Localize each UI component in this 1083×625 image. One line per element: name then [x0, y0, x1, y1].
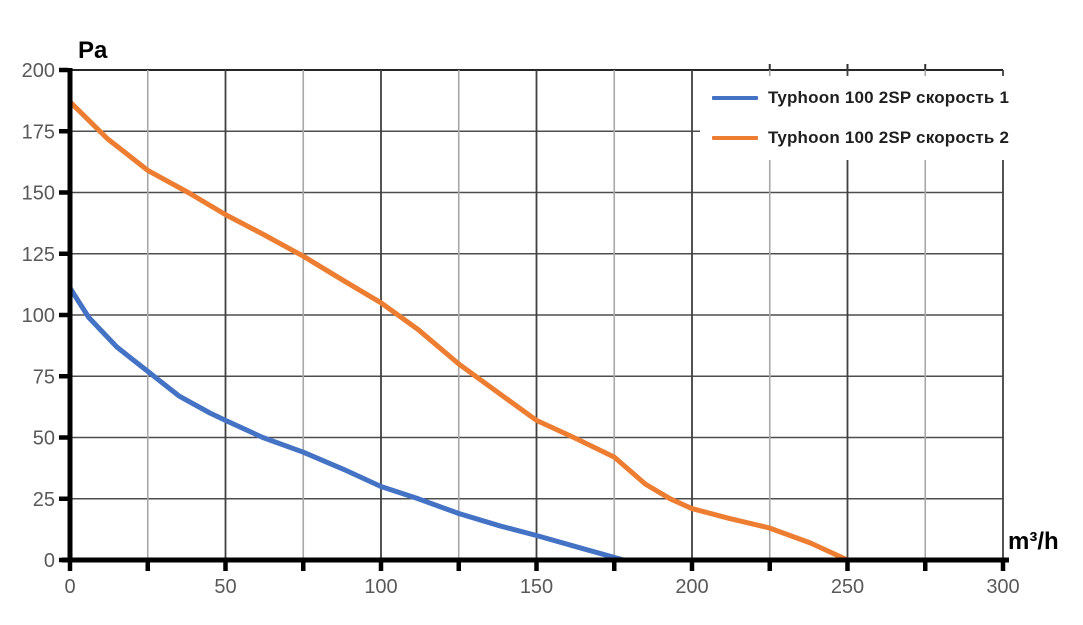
x-tick-label: 100	[364, 576, 397, 598]
legend: Typhoon 100 2SP скорость 1 Typhoon 100 2…	[700, 76, 1012, 160]
axis-layer	[59, 67, 1009, 571]
y-tick-label: 0	[44, 550, 55, 572]
x-tick-label: 200	[675, 576, 708, 598]
x-tick-label: 300	[986, 576, 1019, 598]
x-tick-label: 50	[214, 576, 236, 598]
y-tick-label: 100	[22, 305, 55, 327]
series-line-2	[67, 99, 850, 563]
y-tick-label: 175	[22, 121, 55, 143]
legend-line-swatch-speed-1	[712, 96, 758, 100]
y-tick-label: 200	[22, 60, 55, 82]
x-tick-label: 250	[831, 576, 864, 598]
y-axis-unit-label: Pa	[78, 37, 108, 64]
grid-layer	[70, 64, 1004, 560]
y-tick-label: 150	[22, 183, 55, 205]
tick-label-layer: 0 50 100 150 200 250 300 0 25 50 75 100 125 150 175 200	[22, 60, 1020, 598]
x-axis-unit-label: m³/h	[1008, 528, 1059, 555]
legend-item-speed-2: Typhoon 100 2SP скорость 2	[700, 118, 1012, 158]
x-tick-label: 150	[520, 576, 553, 598]
x-tick-label: 0	[64, 576, 75, 598]
y-tick-label: 125	[22, 244, 55, 266]
y-tick-label: 50	[33, 428, 55, 450]
y-tick-label: 25	[33, 489, 55, 511]
legend-item-speed-1: Typhoon 100 2SP скорость 1	[700, 78, 1012, 118]
series-layer	[67, 99, 850, 563]
series-line-1	[67, 285, 627, 563]
legend-label-speed-2: Typhoon 100 2SP скорость 2	[768, 128, 1010, 147]
legend-label-speed-1: Typhoon 100 2SP скорость 1	[768, 88, 1010, 107]
legend-line-swatch-speed-2	[712, 136, 758, 140]
y-tick-label: 75	[33, 366, 55, 388]
